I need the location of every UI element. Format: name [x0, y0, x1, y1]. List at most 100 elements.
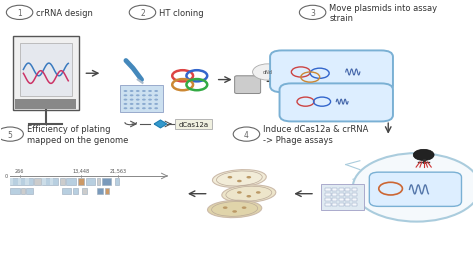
FancyBboxPatch shape — [325, 203, 330, 207]
FancyBboxPatch shape — [120, 86, 163, 113]
FancyBboxPatch shape — [10, 178, 33, 185]
Circle shape — [148, 108, 152, 110]
FancyBboxPatch shape — [73, 188, 78, 195]
FancyBboxPatch shape — [18, 178, 21, 185]
Polygon shape — [155, 121, 166, 128]
Circle shape — [253, 65, 283, 81]
Circle shape — [228, 176, 232, 179]
Circle shape — [223, 207, 228, 209]
FancyBboxPatch shape — [19, 44, 72, 97]
Circle shape — [130, 91, 134, 93]
Circle shape — [148, 99, 152, 101]
FancyBboxPatch shape — [369, 172, 462, 207]
FancyBboxPatch shape — [115, 178, 119, 185]
Circle shape — [155, 108, 158, 110]
Circle shape — [124, 99, 128, 101]
Circle shape — [237, 192, 242, 194]
FancyBboxPatch shape — [345, 188, 350, 192]
FancyBboxPatch shape — [345, 203, 350, 207]
Circle shape — [130, 99, 134, 101]
Circle shape — [142, 91, 146, 93]
Circle shape — [124, 108, 128, 110]
Circle shape — [124, 104, 128, 105]
FancyBboxPatch shape — [352, 203, 357, 207]
FancyBboxPatch shape — [345, 198, 350, 201]
FancyBboxPatch shape — [42, 178, 58, 185]
FancyBboxPatch shape — [26, 188, 33, 195]
Circle shape — [246, 195, 251, 198]
Circle shape — [353, 153, 474, 222]
FancyBboxPatch shape — [338, 198, 344, 201]
Text: 0: 0 — [5, 174, 8, 179]
Circle shape — [136, 95, 140, 97]
Text: HT cloning: HT cloning — [159, 9, 204, 18]
Circle shape — [136, 108, 140, 110]
Circle shape — [142, 99, 146, 101]
FancyBboxPatch shape — [66, 178, 76, 185]
FancyBboxPatch shape — [10, 178, 13, 185]
Text: 13,448: 13,448 — [73, 168, 90, 173]
Circle shape — [256, 192, 261, 194]
FancyBboxPatch shape — [34, 178, 41, 185]
Circle shape — [142, 95, 146, 97]
Circle shape — [130, 104, 134, 105]
Text: 3: 3 — [310, 9, 315, 18]
FancyBboxPatch shape — [352, 198, 357, 201]
Circle shape — [155, 104, 158, 105]
FancyBboxPatch shape — [338, 193, 344, 197]
Text: 4: 4 — [244, 130, 249, 139]
FancyBboxPatch shape — [345, 193, 350, 197]
FancyBboxPatch shape — [325, 188, 330, 192]
Circle shape — [142, 108, 146, 110]
Circle shape — [136, 104, 140, 105]
Ellipse shape — [208, 200, 262, 218]
FancyBboxPatch shape — [102, 178, 111, 185]
Ellipse shape — [212, 170, 266, 188]
FancyBboxPatch shape — [105, 188, 109, 195]
FancyBboxPatch shape — [15, 99, 76, 109]
Circle shape — [148, 104, 152, 105]
Circle shape — [155, 91, 158, 93]
Circle shape — [124, 91, 128, 93]
FancyBboxPatch shape — [320, 184, 364, 210]
FancyBboxPatch shape — [12, 37, 79, 110]
Circle shape — [136, 91, 140, 93]
FancyBboxPatch shape — [332, 198, 337, 201]
Circle shape — [130, 95, 134, 97]
Text: 1: 1 — [17, 9, 22, 18]
FancyBboxPatch shape — [325, 193, 330, 197]
Text: Move plasmids into assay
strain: Move plasmids into assay strain — [329, 4, 438, 23]
Circle shape — [155, 99, 158, 101]
Text: 266: 266 — [15, 168, 25, 173]
FancyBboxPatch shape — [50, 178, 53, 185]
FancyBboxPatch shape — [352, 188, 357, 192]
FancyBboxPatch shape — [42, 178, 46, 185]
FancyBboxPatch shape — [82, 188, 87, 195]
Circle shape — [413, 150, 434, 161]
FancyBboxPatch shape — [235, 76, 261, 94]
Circle shape — [232, 210, 237, 213]
FancyBboxPatch shape — [352, 193, 357, 197]
Text: 5: 5 — [8, 130, 13, 139]
FancyBboxPatch shape — [332, 193, 337, 197]
FancyBboxPatch shape — [60, 178, 65, 185]
FancyBboxPatch shape — [174, 120, 212, 129]
Text: 21,563: 21,563 — [109, 168, 127, 173]
Circle shape — [148, 95, 152, 97]
Circle shape — [242, 207, 246, 209]
Circle shape — [246, 176, 251, 179]
Text: dNd: dNd — [263, 70, 273, 75]
FancyBboxPatch shape — [280, 84, 393, 122]
Circle shape — [142, 104, 146, 105]
FancyBboxPatch shape — [332, 188, 337, 192]
Ellipse shape — [222, 185, 276, 203]
Circle shape — [136, 99, 140, 101]
FancyBboxPatch shape — [62, 188, 71, 195]
FancyBboxPatch shape — [25, 178, 28, 185]
Circle shape — [237, 180, 242, 183]
Circle shape — [155, 95, 158, 97]
FancyBboxPatch shape — [338, 203, 344, 207]
FancyBboxPatch shape — [21, 188, 25, 195]
FancyBboxPatch shape — [10, 188, 20, 195]
FancyBboxPatch shape — [325, 198, 330, 201]
